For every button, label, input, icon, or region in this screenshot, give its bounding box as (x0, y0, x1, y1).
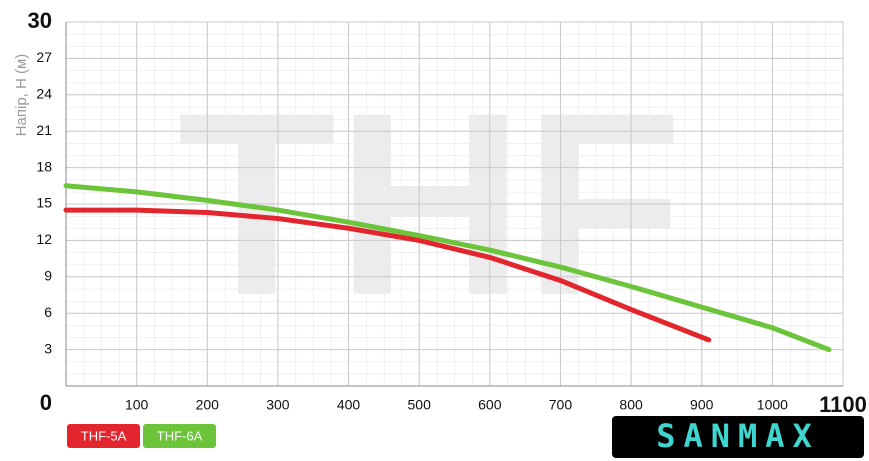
x-tick-label: 700 (549, 397, 573, 413)
series-line (63, 207, 712, 343)
y-tick-label: 27 (36, 49, 52, 65)
y-tick-label: 6 (44, 304, 52, 320)
legend-label: THF-6A (157, 428, 203, 443)
x-tick-label: 1000 (757, 397, 788, 413)
legend-label: THF-5A (81, 428, 127, 443)
x-tick-label: 300 (266, 397, 290, 413)
x-tick-label: 200 (196, 397, 220, 413)
brand-name: SANMAX (656, 417, 820, 455)
x-tick-label: 900 (690, 397, 714, 413)
legend: THF-5A THF-6A (67, 424, 216, 448)
y-tick-label: 15 (36, 195, 52, 211)
y-tick-label: 24 (36, 86, 52, 102)
y-tick-label: 3 (44, 340, 52, 356)
series-line (63, 183, 832, 353)
legend-swatch (67, 424, 140, 448)
x-tick-label: 400 (337, 397, 361, 413)
x-tick-label: 100 (125, 397, 149, 413)
brand-background (612, 416, 864, 458)
y-axis-label: Напір, Н (м) (13, 54, 30, 137)
brand-logo: SANMAX (612, 416, 864, 458)
y-tick-label: 9 (44, 268, 52, 284)
x-tick-label: 500 (408, 397, 432, 413)
x-tick-label: 600 (478, 397, 502, 413)
y-tick-label: 21 (36, 122, 52, 138)
legend-swatch (143, 424, 216, 448)
y-tick-label: 30 (28, 8, 52, 33)
watermark: THF (177, 60, 682, 350)
y-tick-label: 12 (36, 231, 52, 247)
x-tick-label: 1100 (819, 392, 867, 417)
y-tick-label: 0 (40, 390, 52, 415)
x-tick-label: 800 (619, 397, 643, 413)
y-tick-label: 18 (36, 158, 52, 174)
